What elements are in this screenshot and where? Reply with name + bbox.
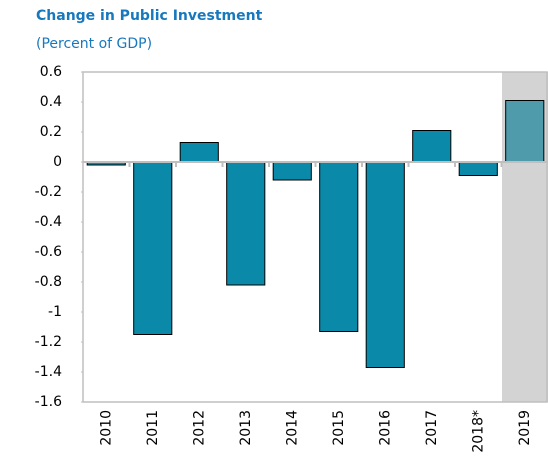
chart-title: Change in Public Investment — [36, 8, 263, 24]
y-tick-label: 0 — [53, 154, 62, 170]
y-tick-label: -0.8 — [35, 274, 62, 290]
y-tick-label: -1.2 — [35, 334, 62, 350]
x-tick-label: 2019 — [517, 410, 533, 446]
y-tick-label: 0.2 — [40, 124, 62, 140]
y-tick-label: -1 — [48, 304, 62, 320]
bar — [272, 161, 312, 181]
bar — [179, 142, 219, 163]
bar — [458, 161, 498, 176]
y-tick-label: -0.6 — [35, 244, 62, 260]
y-tick-label: 0.6 — [40, 64, 62, 80]
bar — [133, 161, 173, 335]
y-tick-label: -1.6 — [35, 394, 62, 410]
x-tick-label: 2010 — [98, 410, 114, 446]
y-tick-label: -0.2 — [35, 184, 62, 200]
chart-subtitle: (Percent of GDP) — [36, 36, 152, 52]
x-tick-label: 2012 — [191, 410, 207, 446]
plot-frame — [82, 71, 548, 403]
y-tick-label: 0.4 — [40, 94, 62, 110]
bar — [319, 161, 359, 332]
bar — [226, 161, 266, 286]
x-tick-label: 2016 — [377, 410, 393, 446]
y-tick-label: -1.4 — [35, 364, 62, 380]
bar — [505, 100, 545, 163]
x-tick-label: 2018* — [470, 410, 486, 453]
x-tick-label: 2013 — [238, 410, 254, 446]
x-tick-label: 2017 — [424, 410, 440, 446]
bar — [365, 161, 405, 368]
x-tick-label: 2015 — [331, 410, 347, 446]
x-tick-label: 2011 — [145, 410, 161, 446]
y-tick-label: -0.4 — [35, 214, 62, 230]
bar — [412, 130, 452, 163]
x-tick-label: 2014 — [284, 410, 300, 446]
